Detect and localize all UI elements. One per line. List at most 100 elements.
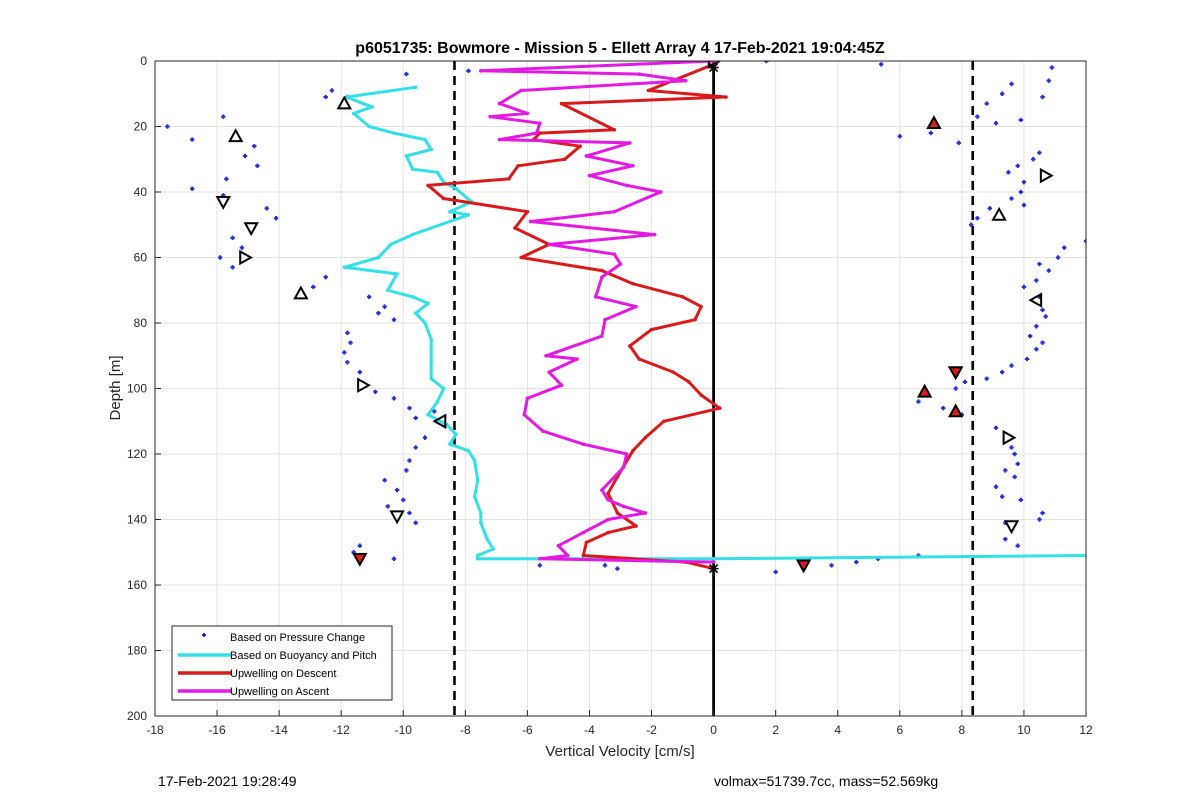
pressure-change-point xyxy=(1024,356,1030,362)
pressure-change-point xyxy=(345,330,350,336)
series-point-upwelling-on-ascent xyxy=(581,442,586,446)
series-point-upwelling-on-ascent xyxy=(631,164,635,168)
triangle-up-filled-marker xyxy=(947,403,964,418)
pressure-change-point xyxy=(230,235,235,241)
series-point-upwelling-on-ascent xyxy=(556,543,561,548)
triangle-up-marker xyxy=(991,206,1007,221)
y-tick-label: 0 xyxy=(140,54,147,68)
pressure-change-point xyxy=(311,284,316,290)
x-tick-label: 4 xyxy=(834,723,841,737)
series-point-based-on-buoyancy-and-pitch xyxy=(426,301,430,306)
series-point-based-on-buoyancy-and-pitch xyxy=(429,360,433,365)
legend-label: Upwelling on Descent xyxy=(230,668,336,680)
triangle-up-marker xyxy=(293,285,309,300)
pressure-change-point xyxy=(956,140,961,146)
series-point-upwelling-on-descent xyxy=(584,540,589,545)
series-point-upwelling-on-ascent xyxy=(634,304,638,309)
series-point-upwelling-on-ascent xyxy=(575,357,579,361)
series-point-upwelling-on-ascent xyxy=(488,114,492,119)
series-point-based-on-buoyancy-and-pitch xyxy=(441,386,446,391)
footer-timestamp: 17-Feb-2021 19:28:49 xyxy=(158,773,297,789)
pressure-change-point xyxy=(1000,91,1005,96)
star-marker xyxy=(708,563,719,574)
series-point-based-on-buoyancy-and-pitch xyxy=(429,337,433,342)
series-point-upwelling-on-ascent xyxy=(519,88,523,93)
chart-title: p6051735: Bowmore - Mission 5 - Ellett A… xyxy=(355,40,885,57)
pressure-change-point xyxy=(1034,278,1039,283)
pressure-change-point xyxy=(1012,451,1017,457)
series-point-upwelling-on-descent xyxy=(506,177,511,181)
pressure-change-point xyxy=(537,563,543,568)
pressure-change-point xyxy=(329,88,335,93)
series-point-upwelling-on-descent xyxy=(606,530,610,535)
series-point-upwelling-on-ascent xyxy=(600,275,604,279)
pressure-change-point xyxy=(1003,536,1008,542)
x-tick-label: -14 xyxy=(270,723,288,737)
series-point-upwelling-on-descent xyxy=(643,435,648,440)
series-point-based-on-buoyancy-and-pitch xyxy=(426,412,430,417)
pressure-change-point xyxy=(829,563,834,568)
pressure-change-point xyxy=(968,222,974,227)
pressure-change-point xyxy=(1040,307,1045,313)
series-point-upwelling-on-descent xyxy=(426,183,430,188)
series-point-upwelling-on-descent xyxy=(525,209,530,214)
pressure-change-point xyxy=(366,294,372,299)
series-point-upwelling-on-ascent xyxy=(618,262,623,266)
pressure-change-point xyxy=(773,569,778,575)
pressure-change-point xyxy=(984,101,989,106)
series-point-upwelling-on-ascent xyxy=(628,141,632,145)
triangle-right-marker xyxy=(1039,167,1054,184)
series-point-upwelling-on-descent xyxy=(628,344,632,348)
series-point-based-on-buoyancy-and-pitch xyxy=(475,557,480,561)
series-point-upwelling-on-ascent xyxy=(600,488,604,492)
series-point-based-on-buoyancy-and-pitch xyxy=(410,295,415,299)
series-point-based-on-buoyancy-and-pitch xyxy=(429,226,433,230)
pressure-change-point xyxy=(1040,340,1045,345)
pressure-change-point xyxy=(323,94,328,100)
series-point-upwelling-on-ascent xyxy=(683,78,688,83)
triangle-down-filled-marker xyxy=(795,559,812,574)
series-point-based-on-buoyancy-and-pitch xyxy=(410,232,415,237)
triangle-left-marker xyxy=(1028,292,1043,308)
pressure-change-point xyxy=(1009,445,1014,450)
x-tick-label: 12 xyxy=(1079,723,1093,737)
series-point-upwelling-on-ascent xyxy=(603,317,607,322)
y-tick-label: 120 xyxy=(127,447,147,461)
pressure-change-point xyxy=(1034,347,1039,352)
x-tick-label: -18 xyxy=(146,723,164,737)
pressure-change-point xyxy=(1003,468,1008,473)
pressure-change-point xyxy=(941,405,946,411)
series-point-based-on-buoyancy-and-pitch xyxy=(429,147,433,152)
x-tick-label: 8 xyxy=(959,723,966,737)
series-point-upwelling-on-ascent xyxy=(652,232,657,237)
pressure-change-point xyxy=(422,435,428,440)
series-point-based-on-buoyancy-and-pitch xyxy=(435,399,440,404)
pressure-change-point xyxy=(953,386,958,391)
pressure-change-point xyxy=(928,130,934,136)
pressure-change-point xyxy=(984,376,989,381)
pressure-change-point xyxy=(382,478,387,483)
series-point-upwelling-on-descent xyxy=(600,268,604,273)
series-point-upwelling-on-ascent xyxy=(643,511,648,515)
series-point-upwelling-on-descent xyxy=(612,127,617,132)
pressure-change-point xyxy=(413,520,418,525)
pressure-change-point xyxy=(1021,202,1027,208)
x-tick-label: -12 xyxy=(333,723,351,737)
pressure-change-point xyxy=(242,153,248,159)
star-marker xyxy=(708,62,719,73)
series-point-based-on-buoyancy-and-pitch xyxy=(389,242,393,247)
pressure-change-point xyxy=(1037,517,1042,522)
x-tick-label: 2 xyxy=(772,723,779,737)
series-point-upwelling-on-ascent xyxy=(547,370,551,374)
triangle-up-marker xyxy=(227,128,244,143)
series-point-upwelling-on-ascent xyxy=(621,504,626,509)
pressure-change-point xyxy=(1012,474,1017,480)
legend-swatch-dot xyxy=(202,633,206,637)
series-point-upwelling-on-ascent xyxy=(497,137,502,142)
pressure-change-point xyxy=(230,265,235,270)
series-point-based-on-buoyancy-and-pitch xyxy=(410,167,415,171)
pressure-change-point xyxy=(373,389,378,394)
series-point-based-on-buoyancy-and-pitch xyxy=(711,557,716,561)
series-point-upwelling-on-descent xyxy=(693,317,697,322)
series-point-upwelling-on-ascent xyxy=(534,131,539,135)
